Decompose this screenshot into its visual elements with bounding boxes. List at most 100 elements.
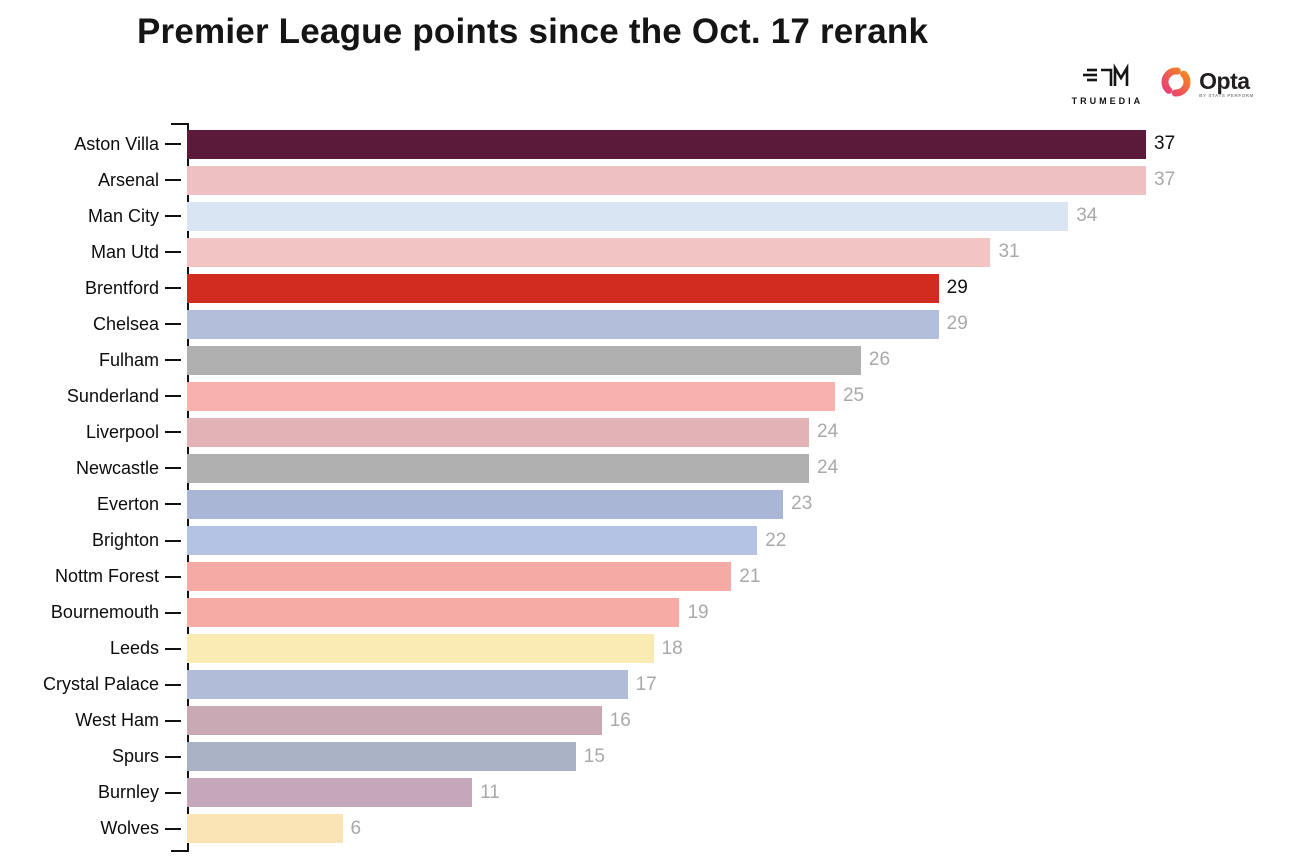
team-label: Wolves (100, 818, 159, 839)
value-label: 25 (842, 385, 865, 407)
bar-track: 29 (187, 270, 1296, 306)
opta-logo: Opta BY STATS PERFORM (1159, 65, 1254, 104)
team-label: Brentford (84, 277, 159, 298)
team-label: Brighton (91, 530, 159, 551)
chart-row: Leeds 18 (0, 631, 1296, 667)
chart-row: Man Utd 31 (0, 234, 1296, 270)
chart-row: Man City 34 (0, 198, 1296, 234)
opta-logo-icon (1159, 65, 1193, 104)
y-axis-line (171, 123, 189, 852)
chart-row: Brighton 22 (0, 523, 1296, 559)
opta-wordmark: Opta (1199, 67, 1250, 94)
chart-row: Nottm Forest 21 (0, 559, 1296, 595)
bar-track: 24 (187, 450, 1296, 486)
bar (187, 165, 1146, 195)
bar (187, 417, 810, 447)
axis-tick-icon (165, 359, 181, 362)
team-label: Nottm Forest (54, 566, 159, 587)
chart-row: West Ham 16 (0, 703, 1296, 739)
team-label: Burnley (97, 782, 159, 803)
axis-tick-icon (165, 143, 181, 146)
value-label: 18 (661, 637, 683, 659)
bar (187, 345, 861, 375)
chart-row: Everton 23 (0, 486, 1296, 522)
bar (187, 453, 810, 483)
value-label: 37 (1154, 169, 1176, 191)
value-label: 11 (480, 781, 500, 803)
axis-tick-icon (165, 791, 181, 794)
bar-track: 23 (187, 486, 1296, 522)
axis-tick-icon (165, 755, 181, 758)
value-label: 19 (687, 601, 709, 623)
value-label: 31 (998, 241, 1020, 263)
bar-track: 17 (187, 667, 1296, 703)
bar-track: 31 (187, 234, 1296, 270)
bar (187, 778, 473, 808)
value-label: 24 (817, 457, 839, 479)
chart-row: Wolves 6 (0, 811, 1296, 847)
bar (187, 489, 784, 519)
chart-row: Spurs 15 (0, 739, 1296, 775)
trumedia-wordmark: TRUMEDIA (1071, 96, 1144, 106)
bar-track: 37 (187, 162, 1296, 198)
axis-tick-icon (165, 215, 181, 218)
team-label: Spurs (111, 746, 159, 767)
chart-row: Crystal Palace 17 (0, 667, 1296, 703)
bar-track: 15 (187, 739, 1296, 775)
value-label: 21 (739, 565, 761, 587)
value-label: 37 (1154, 133, 1176, 155)
team-label: Chelsea (92, 313, 159, 334)
axis-tick-icon (165, 179, 181, 182)
team-label: West Ham (75, 710, 159, 731)
bar-track: 24 (187, 414, 1296, 450)
axis-tick-icon (165, 611, 181, 614)
team-label: Crystal Palace (42, 674, 159, 695)
bar-rows: Aston Villa 37 Arsenal 37 Man City (0, 126, 1296, 847)
bar (187, 742, 576, 772)
bar (187, 634, 654, 664)
axis-tick-icon (165, 647, 181, 650)
axis-tick-icon (165, 431, 181, 434)
team-label: Man Utd (90, 241, 159, 262)
bar (187, 598, 680, 628)
team-label: Arsenal (97, 169, 159, 190)
axis-tick-icon (165, 539, 181, 542)
chart-row: Aston Villa 37 (0, 126, 1296, 162)
bar (187, 201, 1069, 231)
bar (187, 129, 1146, 159)
bar (187, 381, 835, 411)
axis-tick-icon (165, 251, 181, 254)
value-label: 22 (765, 529, 787, 551)
chart-row: Chelsea 29 (0, 306, 1296, 342)
bar-track: 37 (187, 126, 1296, 162)
bar (187, 706, 602, 736)
axis-tick-icon (165, 575, 181, 578)
bar (187, 670, 628, 700)
bar (187, 562, 732, 592)
axis-tick-icon (165, 719, 181, 722)
bar-track: 6 (187, 811, 1296, 847)
bar (187, 237, 991, 267)
bar-track: 21 (187, 559, 1296, 595)
chart-row: Brentford 29 (0, 270, 1296, 306)
value-label: 6 (350, 817, 362, 839)
bar (187, 273, 939, 303)
team-label: Aston Villa (74, 133, 159, 154)
axis-tick-icon (165, 323, 181, 326)
bar-track: 16 (187, 703, 1296, 739)
bar-track: 22 (187, 523, 1296, 559)
team-label: Newcastle (75, 457, 159, 478)
chart-row: Liverpool 24 (0, 414, 1296, 450)
bar-track: 26 (187, 342, 1296, 378)
value-label: 23 (791, 493, 813, 515)
bar-track: 19 (187, 595, 1296, 631)
value-label: 16 (609, 709, 631, 731)
bar-track: 34 (187, 198, 1296, 234)
chart-row: Burnley 11 (0, 775, 1296, 811)
team-label: Bournemouth (50, 602, 159, 623)
branding-logos: TRUMEDIA Opta BY STATS PERFORM (1072, 62, 1254, 106)
bar (187, 309, 939, 339)
axis-tick-icon (165, 467, 181, 470)
chart-row: Bournemouth 19 (0, 595, 1296, 631)
chart-title: Premier League points since the Oct. 17 … (137, 12, 929, 51)
